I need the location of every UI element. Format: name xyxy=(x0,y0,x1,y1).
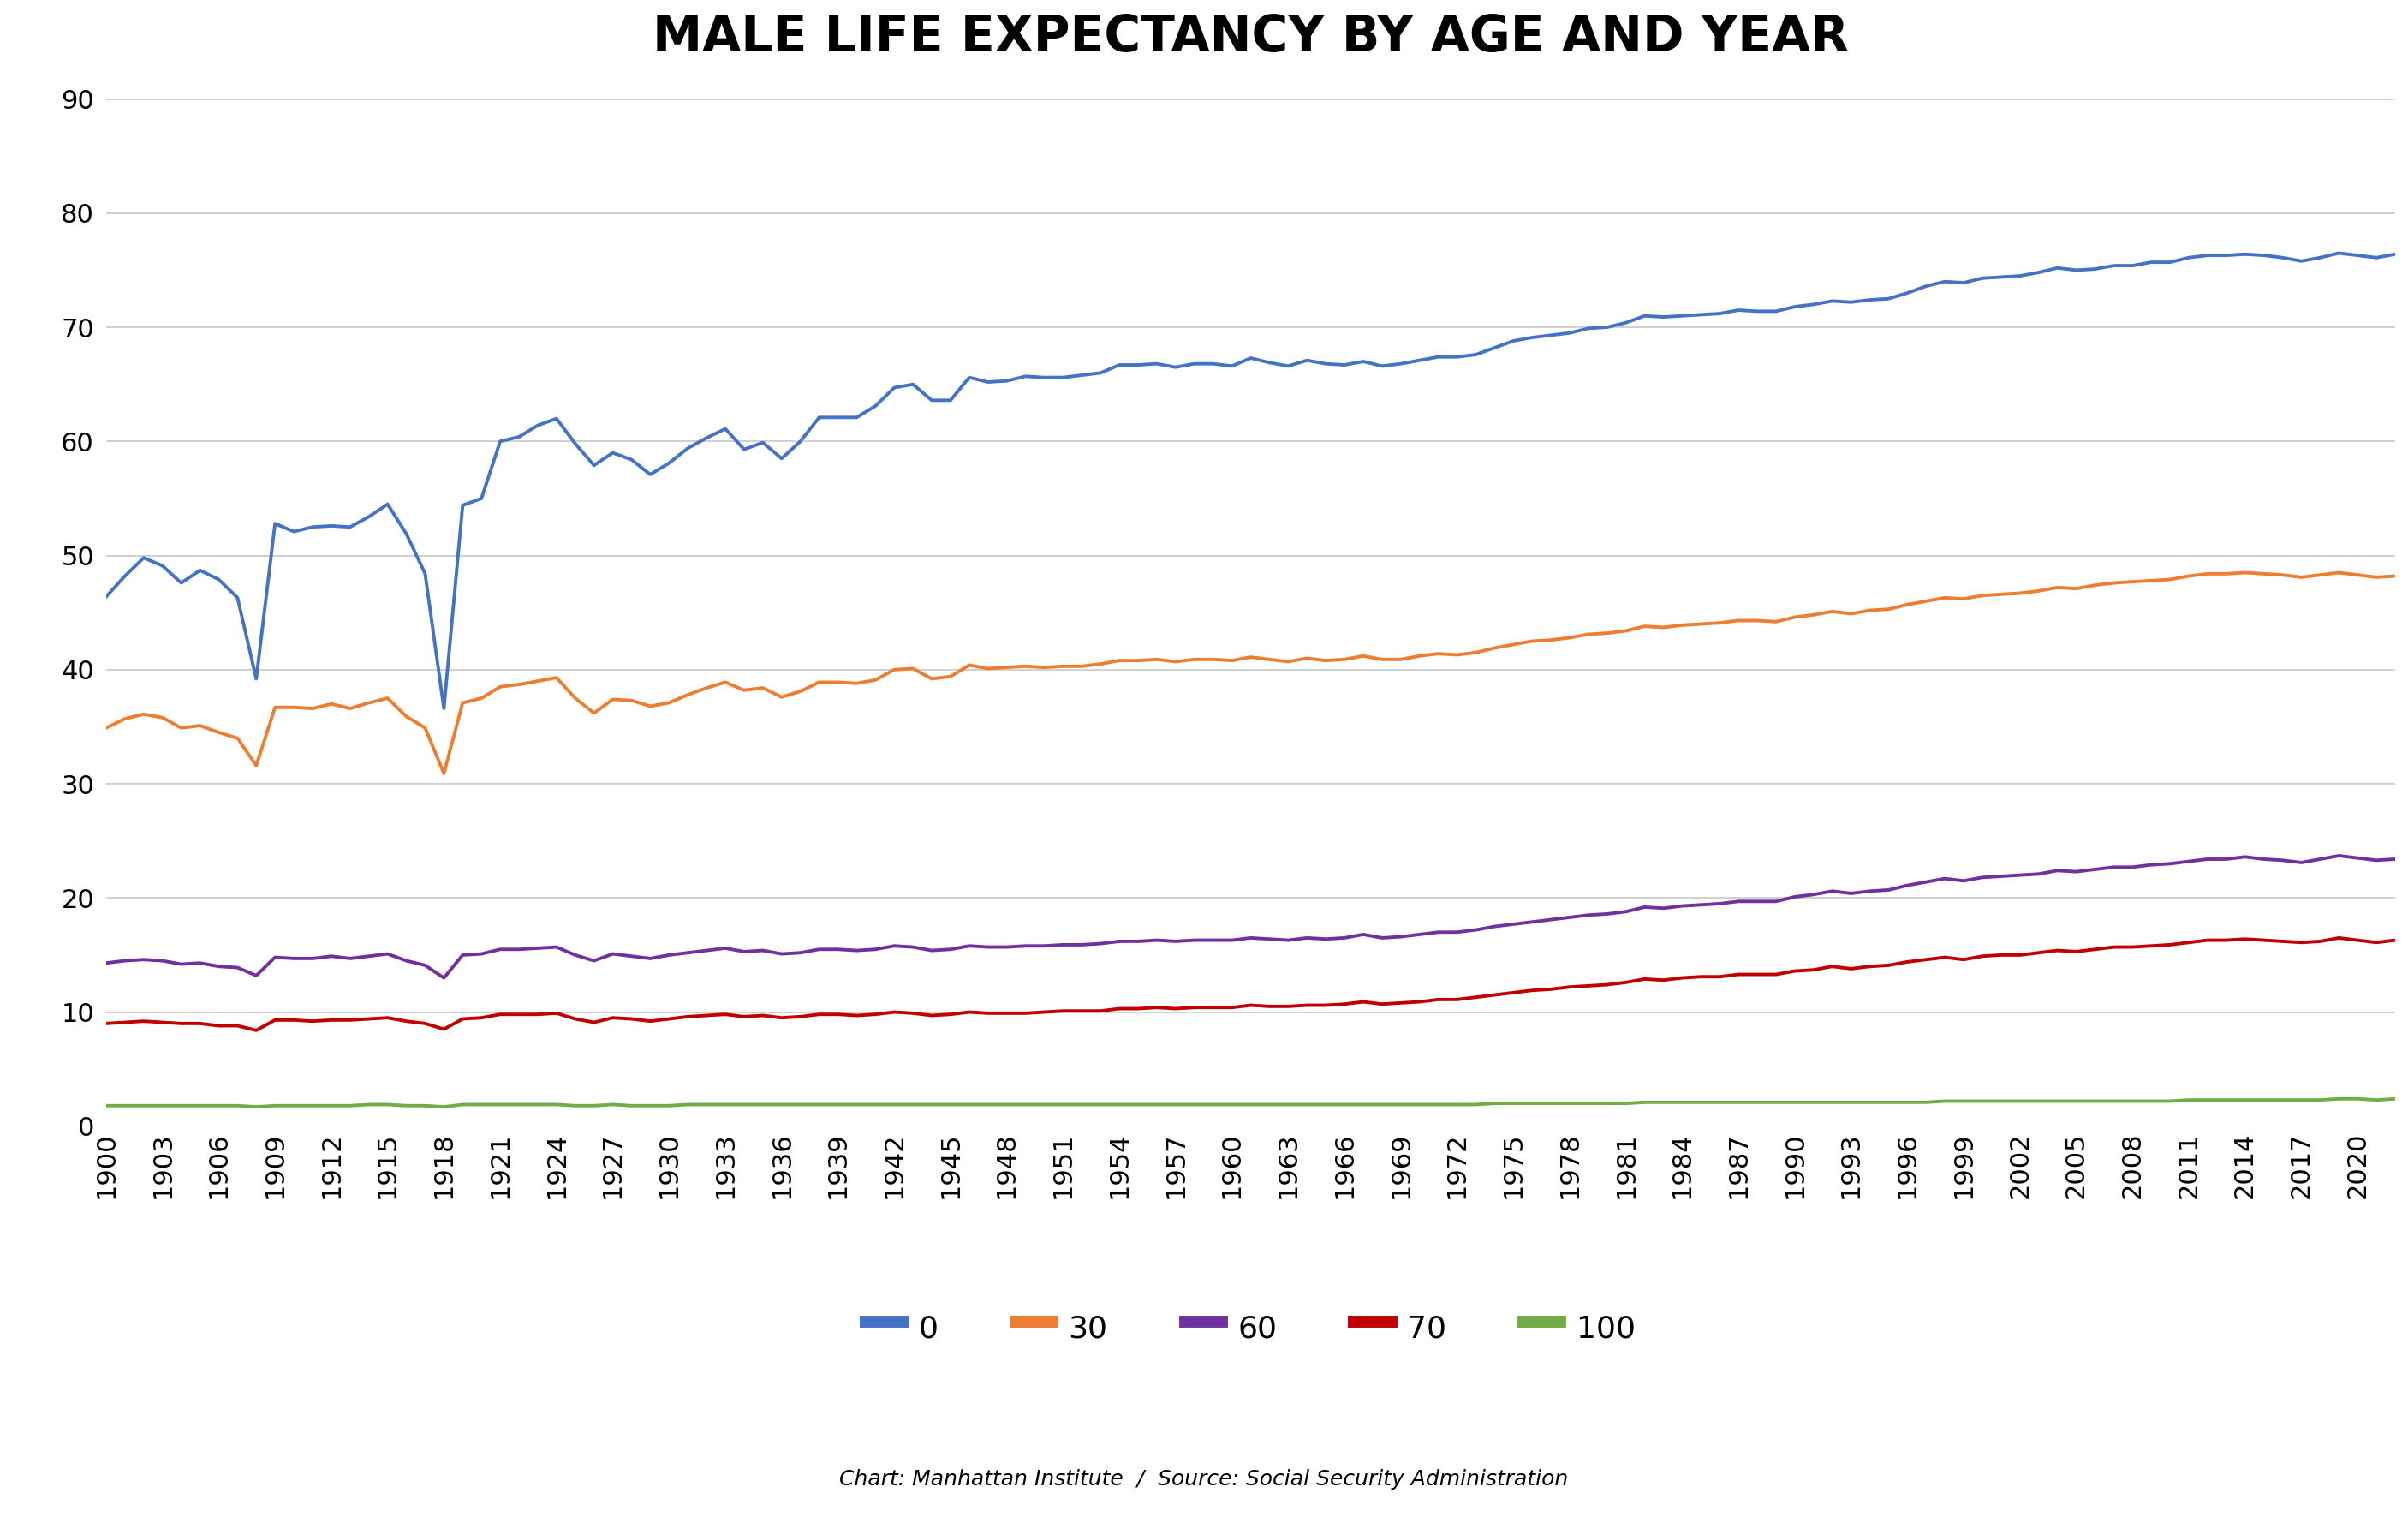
60 xyxy=(224,958,253,976)
100 xyxy=(768,1095,797,1113)
30 xyxy=(354,693,383,711)
0 xyxy=(2324,244,2353,262)
Line: 100: 100 xyxy=(106,1098,2396,1107)
60 xyxy=(318,947,347,966)
0 xyxy=(318,516,347,535)
30 xyxy=(1967,586,1996,605)
100 xyxy=(241,1098,270,1116)
70 xyxy=(224,1017,253,1036)
70 xyxy=(1105,999,1134,1017)
100 xyxy=(1105,1095,1134,1113)
Legend: 0, 30, 60, 70, 100: 0, 30, 60, 70, 100 xyxy=(867,1307,1635,1349)
60 xyxy=(1105,932,1134,950)
0 xyxy=(354,507,383,525)
0 xyxy=(92,588,120,606)
30 xyxy=(429,765,458,783)
60 xyxy=(92,953,120,972)
100 xyxy=(1967,1092,1996,1110)
Line: 0: 0 xyxy=(106,253,2396,708)
0 xyxy=(1967,270,1996,288)
60 xyxy=(1967,868,1996,886)
30 xyxy=(92,719,120,737)
60 xyxy=(2324,847,2353,865)
70 xyxy=(1967,947,1996,966)
Title: MALE LIFE EXPECTANCY BY AGE AND YEAR: MALE LIFE EXPECTANCY BY AGE AND YEAR xyxy=(653,12,1849,61)
Line: 70: 70 xyxy=(106,938,2396,1031)
60 xyxy=(768,944,797,963)
60 xyxy=(354,947,383,966)
60 xyxy=(429,969,458,987)
0 xyxy=(768,449,797,468)
100 xyxy=(224,1097,253,1115)
30 xyxy=(2230,564,2259,582)
30 xyxy=(318,694,347,713)
100 xyxy=(92,1097,120,1115)
Line: 60: 60 xyxy=(106,856,2396,978)
30 xyxy=(224,730,253,748)
Text: Chart: Manhattan Institute  /  Source: Social Security Administration: Chart: Manhattan Institute / Source: Soc… xyxy=(840,1468,1568,1489)
100 xyxy=(335,1097,364,1115)
70 xyxy=(2382,931,2408,949)
Line: 30: 30 xyxy=(106,573,2396,774)
60 xyxy=(2382,850,2408,868)
30 xyxy=(1105,652,1134,670)
0 xyxy=(1105,356,1134,375)
70 xyxy=(373,1008,402,1027)
0 xyxy=(224,588,253,606)
70 xyxy=(768,1008,797,1027)
70 xyxy=(241,1022,270,1040)
70 xyxy=(335,1011,364,1030)
100 xyxy=(373,1095,402,1113)
100 xyxy=(2382,1089,2408,1107)
30 xyxy=(2382,567,2408,585)
30 xyxy=(768,688,797,707)
100 xyxy=(2324,1089,2353,1107)
0 xyxy=(2382,245,2408,263)
70 xyxy=(92,1014,120,1033)
70 xyxy=(2324,929,2353,947)
0 xyxy=(429,699,458,717)
